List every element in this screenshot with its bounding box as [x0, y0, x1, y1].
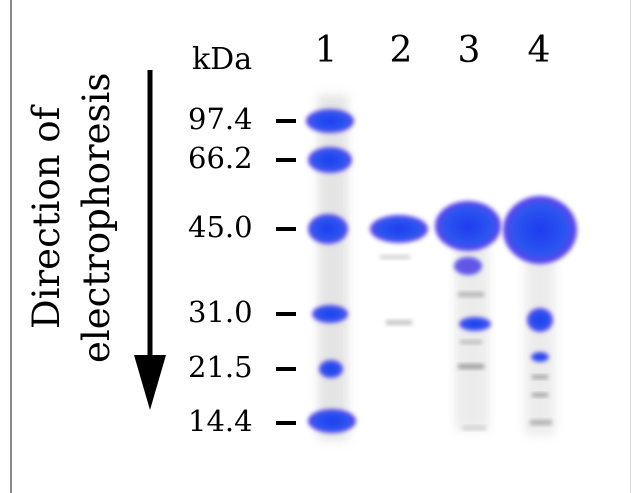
lane-number-3: 3 — [457, 30, 481, 71]
marker-ticks — [276, 119, 296, 425]
lane-1-band-45 — [308, 214, 348, 244]
lane-3-band-31 — [459, 317, 491, 331]
unit-label: kDa — [192, 42, 253, 77]
left-frame-border — [10, 0, 12, 493]
lane-4 — [503, 196, 577, 435]
marker-label-45: 45.0 — [188, 210, 253, 244]
lane-2-band-45 — [370, 215, 428, 243]
lane-1-band-97 — [306, 109, 354, 133]
lane-number-2: 2 — [389, 30, 413, 71]
marker-label-14: 14.4 — [188, 404, 253, 438]
lane-3-band-45 — [435, 201, 501, 251]
lane-2 — [370, 215, 428, 325]
lane-3 — [435, 201, 501, 430]
lane-4-band-31 — [527, 308, 553, 332]
lane-number-4: 4 — [527, 30, 551, 71]
lane-number-1: 1 — [314, 30, 338, 71]
marker-label-66: 66.2 — [188, 141, 253, 175]
marker-label-31: 31.0 — [188, 295, 253, 329]
marker-label-97: 97.4 — [188, 102, 253, 136]
lane-4-band-45 — [503, 196, 577, 264]
right-frame-border — [630, 0, 631, 493]
lane-1 — [306, 95, 356, 440]
lane-4-band-21 — [531, 352, 549, 362]
marker-label-21: 21.5 — [188, 350, 253, 384]
direction-arrow — [134, 70, 166, 410]
lane-1-band-31 — [312, 305, 348, 323]
lane-1-band-14 — [308, 409, 356, 433]
lane-1-band-21 — [319, 360, 343, 378]
lane-1-band-66 — [308, 147, 352, 173]
